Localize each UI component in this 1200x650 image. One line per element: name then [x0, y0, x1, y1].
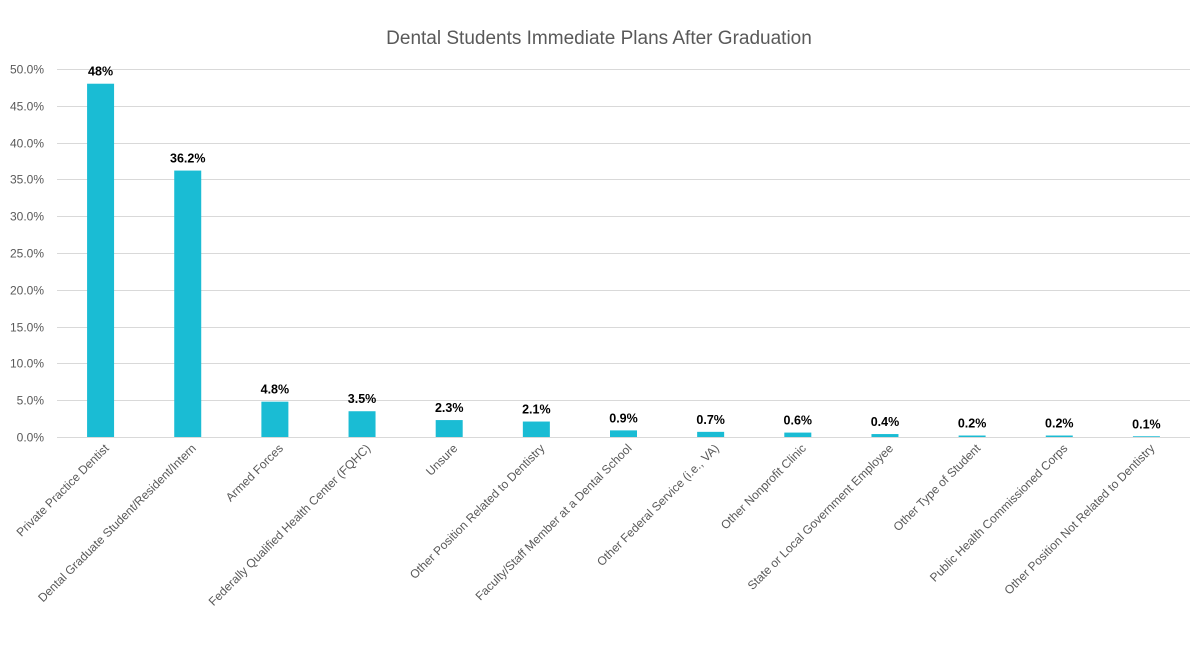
- x-category-label: Private Practice Dentist: [14, 441, 113, 540]
- data-label: 0.9%: [609, 411, 638, 425]
- y-tick-label: 50.0%: [10, 63, 44, 77]
- bar: [1045, 435, 1073, 437]
- x-category-label: Unsure: [423, 441, 460, 478]
- bar: [261, 401, 289, 437]
- bar: [1132, 436, 1160, 437]
- data-label: 2.3%: [435, 401, 464, 415]
- bar: [958, 435, 986, 437]
- x-category-label: Other Type of Student: [890, 441, 983, 534]
- bar: [348, 411, 376, 437]
- bar: [174, 170, 202, 437]
- bar: [784, 432, 812, 437]
- y-axis-ticks: 0.0% 5.0% 10.0% 15.0% 20.0% 25.0% 30.0% 35.0% 40…: [10, 63, 44, 445]
- data-label: 3.5%: [348, 392, 377, 406]
- bar: [610, 430, 637, 437]
- bar: [435, 420, 463, 437]
- bar: [871, 434, 899, 437]
- bar: [87, 83, 115, 437]
- data-label: 36.2%: [170, 152, 205, 166]
- data-label: 0.4%: [871, 415, 900, 429]
- data-label: 2.1%: [522, 403, 551, 417]
- y-tick-label: 10.0%: [10, 357, 44, 371]
- x-category-label: Faculty/Staff Member at a Dental School: [473, 441, 635, 603]
- data-label: 4.8%: [261, 383, 290, 397]
- x-category-label: Federally Qualified Health Center (FQHC): [206, 441, 373, 608]
- bar: [522, 421, 550, 437]
- data-label: 0.6%: [784, 414, 813, 428]
- y-tick-label: 25.0%: [10, 247, 44, 261]
- y-tick-label: 5.0%: [17, 394, 45, 408]
- data-labels: 48% 36.2% 4.8% 3.5% 2.3% 2.1% 0.9% 0.7% 0.6% 0.4%…: [88, 65, 1161, 432]
- data-label: 0.2%: [1045, 417, 1074, 431]
- x-category-label: State or Local Government Employee: [745, 441, 897, 593]
- data-label: 0.2%: [958, 417, 987, 431]
- y-tick-label: 30.0%: [10, 210, 44, 224]
- y-tick-label: 35.0%: [10, 173, 44, 187]
- bars: [87, 83, 1160, 437]
- y-tick-label: 20.0%: [10, 284, 44, 298]
- y-tick-label: 40.0%: [10, 137, 44, 151]
- data-label: 0.1%: [1132, 417, 1161, 431]
- bar: [697, 431, 725, 437]
- data-label: 0.7%: [696, 413, 725, 427]
- x-category-label: Armed Forces: [223, 441, 286, 504]
- x-category-label: Public Health Commissioned Corps: [927, 441, 1070, 584]
- y-tick-label: 45.0%: [10, 100, 44, 114]
- x-category-label: Other Nonprofit Clinic: [718, 441, 809, 532]
- y-tick-label: 15.0%: [10, 321, 44, 335]
- data-label: 48%: [88, 65, 113, 79]
- y-tick-label: 0.0%: [17, 431, 45, 445]
- chart-title: Dental Students Immediate Plans After Gr…: [386, 28, 812, 49]
- x-category-label: Dental Graduate Student/Resident/Intern: [35, 441, 199, 605]
- x-category-label: Other Position Not Related to Dentistry: [1001, 441, 1157, 597]
- gridlines: [57, 69, 1190, 438]
